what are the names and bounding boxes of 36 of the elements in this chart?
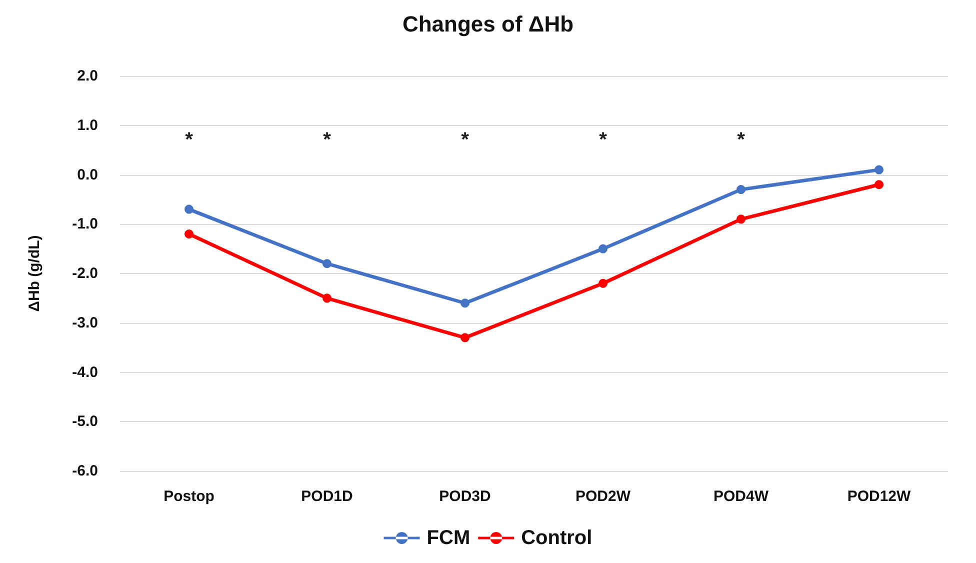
y-tick-label: 0.0 bbox=[77, 166, 98, 184]
y-tick-label: -1.0 bbox=[72, 216, 98, 233]
point bbox=[184, 204, 194, 214]
y-tick-label: -4.0 bbox=[72, 364, 98, 381]
point bbox=[322, 259, 332, 268]
x-tick-label: POD1D bbox=[301, 488, 354, 505]
annotation: * bbox=[737, 129, 746, 151]
point bbox=[736, 185, 746, 194]
point bbox=[460, 333, 470, 342]
x-tick-label: POD3D bbox=[439, 488, 492, 505]
x-tick-label: POD2W bbox=[575, 488, 632, 505]
point bbox=[874, 165, 884, 174]
annotation: * bbox=[461, 129, 470, 151]
annotation: * bbox=[185, 129, 194, 151]
point bbox=[460, 298, 470, 308]
legend-label: Control bbox=[521, 527, 592, 549]
point bbox=[184, 230, 194, 238]
legend-label: FCM bbox=[426, 527, 470, 549]
y-axis-title: ΔHb (g/dL) bbox=[26, 235, 43, 312]
point bbox=[736, 214, 746, 224]
point bbox=[322, 294, 332, 303]
y-tick-label: -2.0 bbox=[72, 265, 98, 282]
y-tick-label: 2.0 bbox=[77, 68, 98, 84]
annotation: * bbox=[323, 129, 332, 151]
chart-title: Changes of ΔHb bbox=[402, 12, 574, 36]
point bbox=[598, 278, 608, 288]
y-tick-label: -3.0 bbox=[72, 314, 98, 332]
y-tick-label: -5.0 bbox=[72, 413, 98, 430]
annotation: * bbox=[599, 129, 608, 151]
x-tick-label: POD4W bbox=[713, 488, 770, 505]
point bbox=[598, 244, 608, 254]
x-tick-label: POD12W bbox=[847, 488, 912, 505]
y-tick-label: -6.0 bbox=[72, 462, 98, 480]
y-tick-label: 1.0 bbox=[77, 116, 98, 134]
point bbox=[874, 180, 884, 190]
x-tick-label: Postop bbox=[164, 488, 214, 505]
